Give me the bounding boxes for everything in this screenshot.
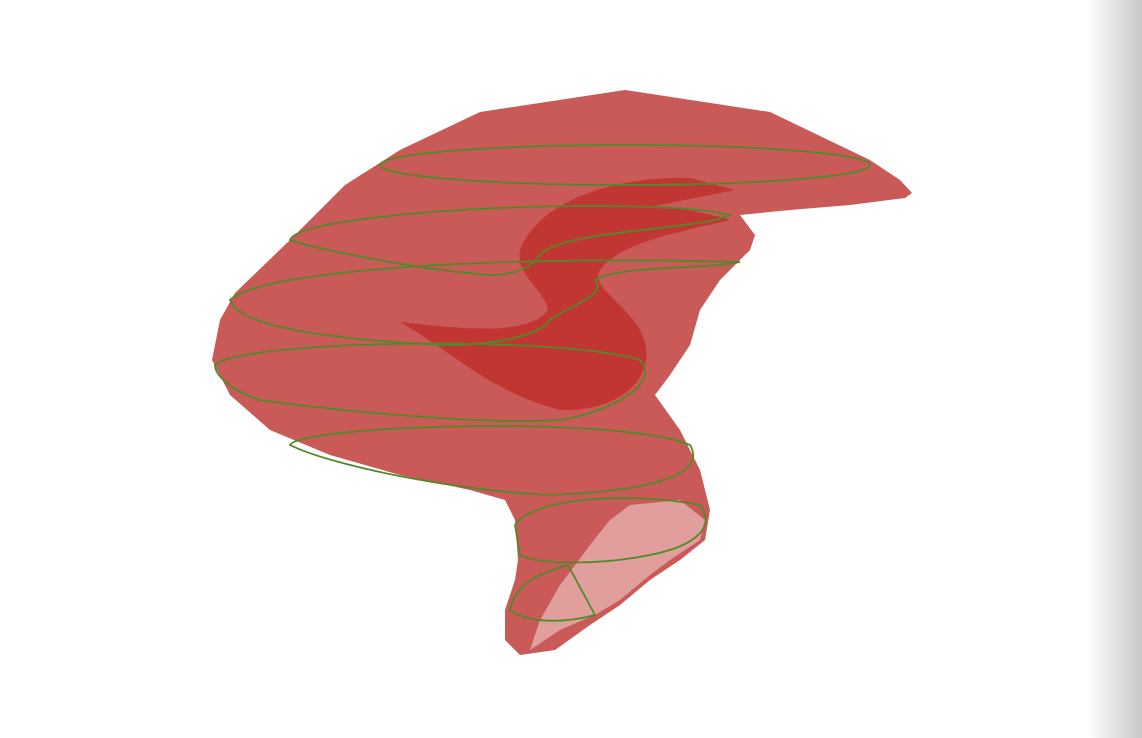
light-surface bbox=[530, 500, 705, 650]
contour bbox=[509, 563, 597, 622]
contour bbox=[214, 342, 647, 422]
contour bbox=[514, 497, 707, 564]
contour bbox=[288, 425, 695, 496]
inner-surface bbox=[400, 177, 735, 411]
contour bbox=[228, 259, 741, 346]
contour bbox=[379, 144, 871, 186]
contours bbox=[214, 144, 871, 622]
side-shadow bbox=[1088, 0, 1142, 738]
